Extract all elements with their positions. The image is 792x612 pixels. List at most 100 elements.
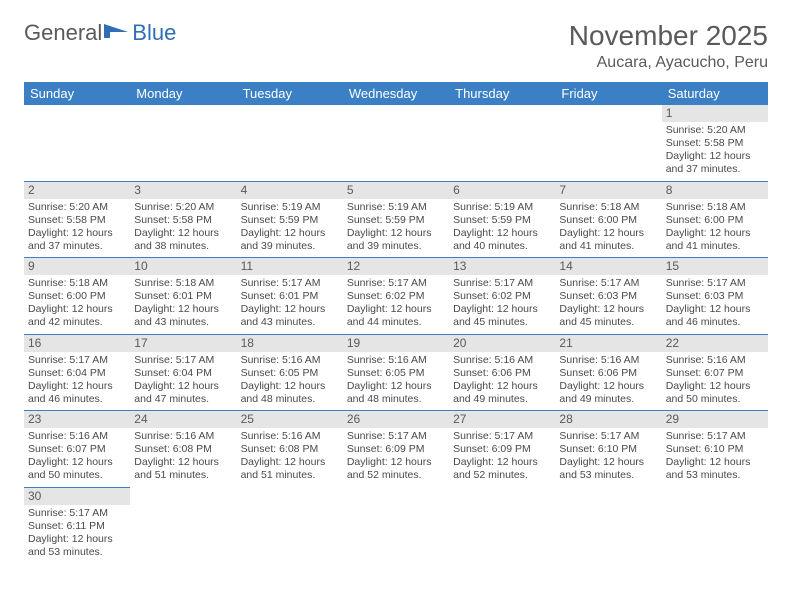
calendar-cell: 30Sunrise: 5:17 AM Sunset: 6:11 PM Dayli… — [24, 487, 130, 563]
weekday-header: Saturday — [662, 82, 768, 105]
calendar-cell — [449, 105, 555, 181]
day-number: 25 — [237, 411, 343, 428]
weekday-header: Thursday — [449, 82, 555, 105]
day-details: Sunrise: 5:18 AM Sunset: 6:00 PM Dayligh… — [28, 277, 126, 330]
calendar-cell: 9 Sunrise: 5:18 AM Sunset: 6:00 PM Daylig… — [24, 258, 130, 335]
day-number: 4 — [237, 182, 343, 199]
day-number: 22 — [662, 335, 768, 352]
day-details: Sunrise: 5:18 AM Sunset: 6:00 PM Dayligh… — [666, 201, 764, 254]
calendar-cell: 29 Sunrise: 5:17 AM Sunset: 6:10 PM Dayli… — [662, 411, 768, 488]
day-details: Sunrise: 5:16 AM Sunset: 6:07 PM Dayligh… — [28, 430, 126, 483]
day-number: 6 — [449, 182, 555, 199]
day-number: 29 — [662, 411, 768, 428]
calendar-row: 9 Sunrise: 5:18 AM Sunset: 6:00 PM Daylig… — [24, 258, 768, 335]
weekday-header: Tuesday — [237, 82, 343, 105]
weekday-header: Wednesday — [343, 82, 449, 105]
calendar-cell — [24, 105, 130, 181]
day-details: Sunrise: 5:17 AM Sunset: 6:03 PM Dayligh… — [559, 277, 657, 330]
day-number: 7 — [555, 182, 661, 199]
calendar-cell: 22 Sunrise: 5:16 AM Sunset: 6:07 PM Dayli… — [662, 334, 768, 411]
day-details: Sunrise: 5:17 AM Sunset: 6:11 PM Dayligh… — [28, 507, 126, 560]
weekday-header: Friday — [555, 82, 661, 105]
calendar-cell — [130, 487, 236, 563]
calendar-cell: 18 Sunrise: 5:16 AM Sunset: 6:05 PM Dayli… — [237, 334, 343, 411]
calendar-row: 30Sunrise: 5:17 AM Sunset: 6:11 PM Dayli… — [24, 487, 768, 563]
day-number: 16 — [24, 335, 130, 352]
day-number: 13 — [449, 258, 555, 275]
day-details: Sunrise: 5:17 AM Sunset: 6:02 PM Dayligh… — [453, 277, 551, 330]
day-number: 12 — [343, 258, 449, 275]
calendar-cell: 16 Sunrise: 5:17 AM Sunset: 6:04 PM Dayli… — [24, 334, 130, 411]
day-number: 8 — [662, 182, 768, 199]
day-number: 28 — [555, 411, 661, 428]
day-details: Sunrise: 5:19 AM Sunset: 5:59 PM Dayligh… — [347, 201, 445, 254]
calendar-row: 2Sunrise: 5:20 AM Sunset: 5:58 PM Daylig… — [24, 181, 768, 258]
calendar-row: 23 Sunrise: 5:16 AM Sunset: 6:07 PM Dayli… — [24, 411, 768, 488]
calendar-cell: 14Sunrise: 5:17 AM Sunset: 6:03 PM Dayli… — [555, 258, 661, 335]
flag-icon — [104, 20, 130, 46]
day-number: 21 — [555, 335, 661, 352]
day-details: Sunrise: 5:16 AM Sunset: 6:07 PM Dayligh… — [666, 354, 764, 407]
calendar-row: 1Sunrise: 5:20 AM Sunset: 5:58 PM Daylig… — [24, 105, 768, 181]
day-details: Sunrise: 5:17 AM Sunset: 6:10 PM Dayligh… — [559, 430, 657, 483]
calendar-cell — [343, 487, 449, 563]
calendar-cell: 8 Sunrise: 5:18 AM Sunset: 6:00 PM Daylig… — [662, 181, 768, 258]
calendar-cell: 20Sunrise: 5:16 AM Sunset: 6:06 PM Dayli… — [449, 334, 555, 411]
calendar-cell: 3 Sunrise: 5:20 AM Sunset: 5:58 PM Daylig… — [130, 181, 236, 258]
day-number: 24 — [130, 411, 236, 428]
day-number: 3 — [130, 182, 236, 199]
calendar-cell: 6Sunrise: 5:19 AM Sunset: 5:59 PM Daylig… — [449, 181, 555, 258]
calendar-cell: 11Sunrise: 5:17 AM Sunset: 6:01 PM Dayli… — [237, 258, 343, 335]
logo: General Blue — [24, 20, 176, 46]
calendar-cell: 15Sunrise: 5:17 AM Sunset: 6:03 PM Dayli… — [662, 258, 768, 335]
calendar-cell: 19Sunrise: 5:16 AM Sunset: 6:05 PM Dayli… — [343, 334, 449, 411]
header: General Blue November 2025 Aucara, Ayacu… — [24, 20, 768, 72]
day-details: Sunrise: 5:17 AM Sunset: 6:10 PM Dayligh… — [666, 430, 764, 483]
day-number: 9 — [24, 258, 130, 275]
weekday-header-row: Sunday Monday Tuesday Wednesday Thursday… — [24, 82, 768, 105]
calendar-cell — [343, 105, 449, 181]
logo-text-1: General — [24, 20, 102, 46]
calendar-cell — [555, 487, 661, 563]
calendar-cell: 21 Sunrise: 5:16 AM Sunset: 6:06 PM Dayli… — [555, 334, 661, 411]
day-details: Sunrise: 5:20 AM Sunset: 5:58 PM Dayligh… — [134, 201, 232, 254]
calendar-body: 1Sunrise: 5:20 AM Sunset: 5:58 PM Daylig… — [24, 105, 768, 563]
day-details: Sunrise: 5:16 AM Sunset: 6:06 PM Dayligh… — [559, 354, 657, 407]
day-number: 17 — [130, 335, 236, 352]
day-number: 11 — [237, 258, 343, 275]
day-number: 27 — [449, 411, 555, 428]
calendar-cell — [662, 487, 768, 563]
calendar-cell: 10Sunrise: 5:18 AM Sunset: 6:01 PM Dayli… — [130, 258, 236, 335]
calendar-cell: 1Sunrise: 5:20 AM Sunset: 5:58 PM Daylig… — [662, 105, 768, 181]
calendar-cell: 4Sunrise: 5:19 AM Sunset: 5:59 PM Daylig… — [237, 181, 343, 258]
calendar-cell: 12Sunrise: 5:17 AM Sunset: 6:02 PM Dayli… — [343, 258, 449, 335]
title-block: November 2025 Aucara, Ayacucho, Peru — [569, 20, 768, 72]
day-details: Sunrise: 5:16 AM Sunset: 6:08 PM Dayligh… — [241, 430, 339, 483]
day-details: Sunrise: 5:17 AM Sunset: 6:04 PM Dayligh… — [28, 354, 126, 407]
calendar-cell: 7Sunrise: 5:18 AM Sunset: 6:00 PM Daylig… — [555, 181, 661, 258]
calendar-cell: 13 Sunrise: 5:17 AM Sunset: 6:02 PM Dayli… — [449, 258, 555, 335]
day-details: Sunrise: 5:17 AM Sunset: 6:09 PM Dayligh… — [453, 430, 551, 483]
calendar-cell: 27 Sunrise: 5:17 AM Sunset: 6:09 PM Dayli… — [449, 411, 555, 488]
calendar-cell: 5Sunrise: 5:19 AM Sunset: 5:59 PM Daylig… — [343, 181, 449, 258]
day-number: 15 — [662, 258, 768, 275]
calendar-row: 16 Sunrise: 5:17 AM Sunset: 6:04 PM Dayli… — [24, 334, 768, 411]
month-title: November 2025 — [569, 20, 768, 52]
day-number: 2 — [24, 182, 130, 199]
weekday-header: Sunday — [24, 82, 130, 105]
day-details: Sunrise: 5:16 AM Sunset: 6:05 PM Dayligh… — [241, 354, 339, 407]
day-details: Sunrise: 5:17 AM Sunset: 6:09 PM Dayligh… — [347, 430, 445, 483]
day-number: 19 — [343, 335, 449, 352]
day-number: 23 — [24, 411, 130, 428]
calendar-cell — [237, 105, 343, 181]
day-number: 18 — [237, 335, 343, 352]
calendar-cell: 2Sunrise: 5:20 AM Sunset: 5:58 PM Daylig… — [24, 181, 130, 258]
calendar-cell: 23 Sunrise: 5:16 AM Sunset: 6:07 PM Dayli… — [24, 411, 130, 488]
weekday-header: Monday — [130, 82, 236, 105]
day-number: 20 — [449, 335, 555, 352]
logo-text-2: Blue — [132, 20, 176, 46]
calendar-cell: 28 Sunrise: 5:17 AM Sunset: 6:10 PM Dayli… — [555, 411, 661, 488]
calendar-cell: 26Sunrise: 5:17 AM Sunset: 6:09 PM Dayli… — [343, 411, 449, 488]
calendar-cell: 25 Sunrise: 5:16 AM Sunset: 6:08 PM Dayli… — [237, 411, 343, 488]
location: Aucara, Ayacucho, Peru — [569, 54, 768, 72]
